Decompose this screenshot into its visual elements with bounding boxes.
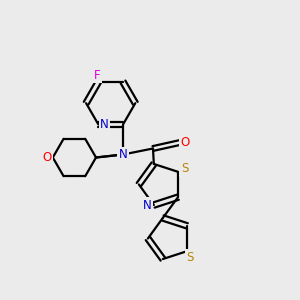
Text: N: N [100, 118, 109, 131]
Text: F: F [94, 69, 100, 82]
Text: S: S [186, 251, 194, 264]
Text: N: N [143, 199, 152, 212]
Text: N: N [118, 148, 127, 161]
Text: O: O [42, 151, 51, 164]
Text: O: O [181, 136, 190, 149]
Text: S: S [181, 162, 188, 175]
